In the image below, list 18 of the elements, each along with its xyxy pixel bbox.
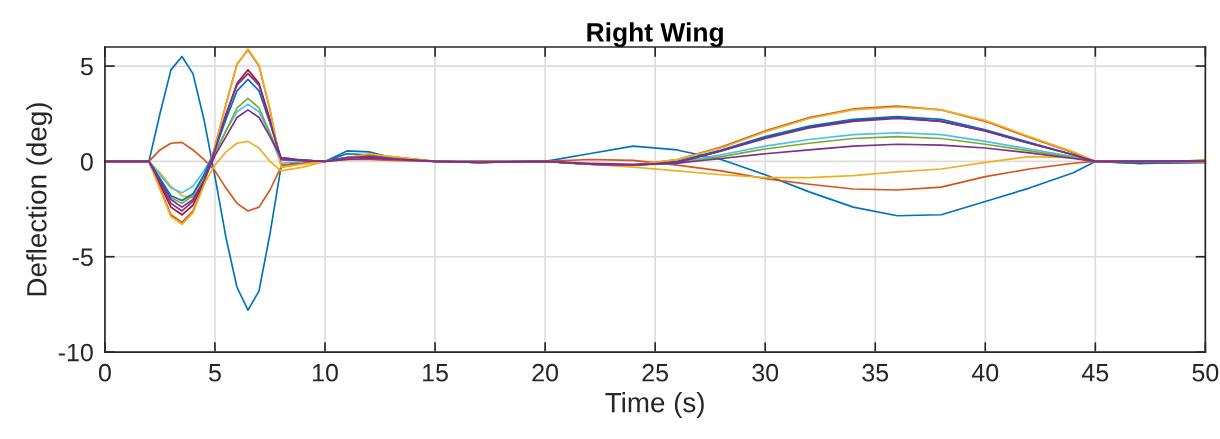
x-tick-label: 30 <box>752 363 779 382</box>
x-tick-label: 10 <box>313 363 338 382</box>
x-tick-label: 35 <box>862 363 889 382</box>
y-axis-title: Deflection (deg) <box>26 103 53 296</box>
x-tick-label: 20 <box>532 363 559 382</box>
x-tick-label: 45 <box>1081 364 1109 382</box>
x-tick-label: 50 <box>1192 363 1219 382</box>
x-axis-title: Time (s) <box>605 392 704 418</box>
x-tick-label: 40 <box>971 363 999 382</box>
chart-title: Right Wing <box>587 22 723 48</box>
y-tick-label: 5 <box>80 57 93 76</box>
x-tick-label: 0 <box>98 363 111 382</box>
x-tick-label: 15 <box>423 364 448 382</box>
y-tick-label: -5 <box>72 248 93 267</box>
y-tick-label: -10 <box>58 343 93 362</box>
x-tick-label: 5 <box>209 364 221 382</box>
y-tick-label: 0 <box>80 152 93 171</box>
x-tick-label: 25 <box>642 363 668 382</box>
